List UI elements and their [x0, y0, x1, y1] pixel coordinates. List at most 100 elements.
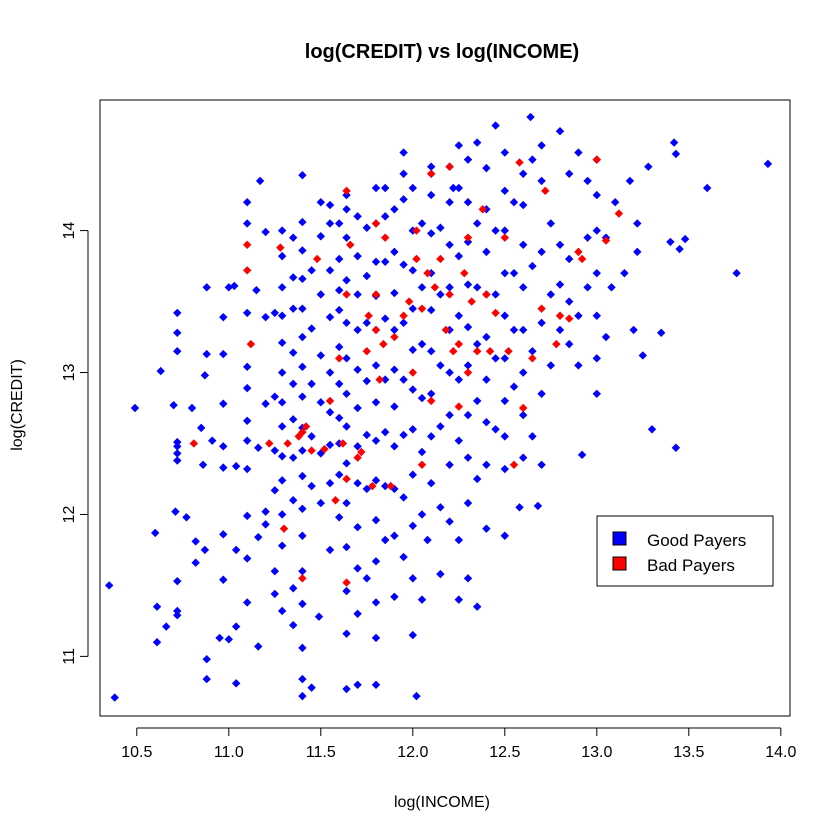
data-point	[441, 325, 451, 335]
data-point	[509, 460, 519, 469]
data-point	[491, 226, 500, 235]
data-point	[371, 361, 381, 370]
data-point	[454, 375, 463, 384]
data-point	[320, 444, 329, 454]
data-point	[200, 371, 210, 380]
data-point	[463, 368, 473, 377]
data-point	[130, 403, 140, 413]
data-point	[261, 520, 270, 529]
data-point	[390, 365, 399, 374]
data-point	[246, 339, 256, 349]
data-point	[519, 169, 528, 179]
legend-box	[596, 515, 774, 587]
data-point	[314, 612, 324, 621]
data-point	[325, 266, 335, 275]
data-point	[362, 574, 371, 583]
data-point	[325, 479, 335, 488]
data-point	[625, 176, 635, 186]
data-point	[445, 460, 454, 469]
data-point	[353, 523, 362, 532]
data-point	[325, 545, 335, 555]
data-point	[408, 266, 417, 275]
x-tick-label: 13.5	[673, 744, 704, 761]
data-point	[463, 233, 473, 242]
data-point	[519, 368, 528, 377]
data-point	[473, 339, 482, 349]
data-point	[277, 251, 287, 261]
data-point	[243, 308, 252, 318]
data-point	[408, 385, 417, 394]
data-point	[364, 311, 373, 320]
data-point	[473, 283, 482, 292]
data-point	[537, 304, 546, 313]
data-point	[436, 569, 445, 579]
data-point	[254, 443, 263, 452]
data-point	[390, 205, 399, 214]
data-point	[325, 219, 335, 228]
data-point	[633, 247, 642, 257]
data-point	[482, 247, 491, 257]
data-point	[427, 305, 436, 315]
data-point	[270, 486, 279, 495]
data-point	[399, 318, 408, 328]
y-tick-label: 14	[61, 222, 78, 240]
data-point	[325, 396, 335, 406]
data-point	[316, 398, 325, 407]
data-point	[224, 635, 233, 644]
data-point	[316, 232, 325, 241]
data-point	[473, 396, 482, 406]
data-point	[219, 442, 228, 451]
data-point	[338, 439, 348, 448]
data-point	[173, 576, 182, 586]
data-point	[277, 226, 287, 235]
data-point	[335, 413, 344, 423]
data-point	[537, 247, 546, 257]
data-point	[289, 415, 298, 424]
data-point	[427, 389, 436, 399]
data-point	[675, 244, 684, 254]
data-point	[515, 503, 524, 512]
data-point	[427, 169, 436, 179]
y-axis-label: log(CREDIT)	[9, 359, 26, 451]
data-point	[289, 379, 298, 389]
data-point	[454, 251, 463, 261]
data-point	[277, 311, 287, 320]
x-axis-label: log(INCOME)	[394, 794, 490, 811]
data-point	[173, 328, 182, 337]
data-point	[335, 513, 344, 522]
data-point	[408, 630, 417, 640]
data-point	[463, 361, 473, 370]
data-point	[371, 436, 381, 445]
data-point	[152, 602, 162, 611]
data-point	[243, 266, 252, 275]
data-point	[449, 347, 458, 356]
data-point	[500, 396, 509, 406]
data-point	[277, 398, 287, 407]
legend: Good Payers Bad Payers	[596, 515, 774, 587]
data-point	[261, 312, 270, 322]
data-point	[231, 461, 241, 471]
data-point	[289, 453, 298, 462]
data-point	[519, 200, 528, 210]
data-point	[463, 453, 473, 462]
data-point	[408, 368, 417, 377]
data-point	[219, 399, 228, 408]
data-point	[565, 314, 574, 323]
data-point	[105, 581, 114, 590]
data-point	[335, 254, 344, 264]
data-point	[500, 531, 509, 540]
series-bad-payers	[189, 155, 624, 587]
data-point	[353, 212, 362, 221]
data-point	[445, 240, 454, 249]
data-point	[390, 325, 399, 335]
data-point	[283, 439, 292, 448]
data-point	[298, 362, 307, 372]
data-point	[371, 515, 381, 525]
data-point	[399, 260, 408, 269]
x-tick-label: 12.5	[489, 744, 520, 761]
y-axis: 11 12 13 14	[61, 222, 89, 665]
data-point	[298, 567, 307, 576]
data-point	[473, 474, 482, 484]
data-point	[289, 233, 298, 242]
data-point	[555, 240, 565, 249]
